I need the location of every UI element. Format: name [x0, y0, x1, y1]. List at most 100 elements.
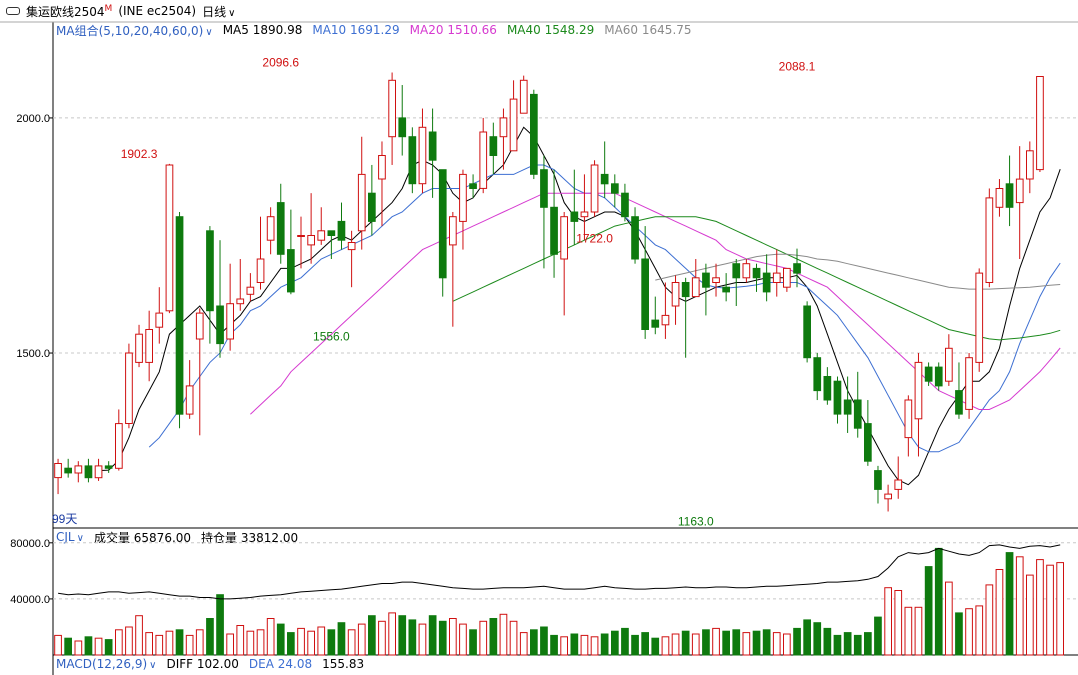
volume-bar — [965, 608, 973, 656]
candle — [843, 376, 852, 433]
volume-bar — [438, 620, 447, 656]
candle — [74, 461, 83, 483]
candle — [914, 353, 923, 457]
volume-bar — [368, 615, 376, 656]
volume-bar — [560, 636, 568, 656]
volume-bar — [540, 626, 548, 656]
open-interest-line — [58, 544, 1061, 600]
diff-legend-item: DIFF 102.00 — [166, 657, 239, 671]
candle — [661, 282, 670, 339]
candle — [874, 465, 882, 504]
candle — [985, 188, 994, 288]
candle — [418, 108, 427, 194]
candle — [853, 371, 862, 438]
volume-bar — [1005, 552, 1014, 656]
volume-bar — [64, 637, 73, 656]
volume-bar — [428, 615, 437, 656]
volume-bar — [742, 632, 751, 656]
candle — [327, 230, 336, 259]
candle — [509, 80, 518, 152]
volume-bar — [155, 634, 164, 656]
volume-bar — [236, 625, 245, 656]
volume-legend: CJL ∨ 成交量 65876.00 持仓量 33812.00 — [56, 529, 298, 545]
price-annotation: 1902.3 — [121, 147, 158, 161]
ma10-legend-item: MA10 1691.29 — [312, 23, 400, 37]
candle — [712, 263, 720, 297]
candle — [135, 324, 143, 368]
candle — [611, 174, 619, 208]
volume-bar — [449, 618, 457, 656]
candle — [590, 160, 599, 217]
ma-indicator-selector[interactable]: MA组合(5,10,20,40,60,0) ∨ — [56, 23, 213, 38]
macd-indicator-selector[interactable]: MACD(12,26,9) ∨ — [56, 657, 157, 671]
volume-bar — [681, 630, 690, 656]
candle — [772, 249, 781, 297]
candle — [246, 273, 255, 302]
volume-bar — [793, 627, 801, 656]
candle — [823, 367, 832, 405]
volume-indicator-selector[interactable]: CJL ∨ — [56, 530, 84, 544]
volume-bar — [550, 634, 558, 656]
volume-bar — [732, 629, 741, 656]
price-annotation: 1556.0 — [313, 330, 350, 344]
volume-bar — [884, 587, 892, 656]
link-icon[interactable] — [6, 6, 20, 16]
candle — [975, 268, 984, 372]
volume-bar — [995, 569, 1004, 656]
volume-legend-item: 成交量 65876.00 — [93, 530, 192, 545]
candle — [276, 183, 285, 264]
price-annotation: 1163.0 — [678, 514, 714, 528]
volume-bar — [853, 634, 862, 656]
candle — [266, 207, 275, 255]
volume-bar — [914, 606, 923, 656]
candle — [408, 127, 417, 194]
candle — [54, 458, 62, 495]
days-label: 99天 — [52, 512, 77, 526]
period-selector[interactable]: 日线 ∨ — [202, 4, 236, 19]
volume-bar — [206, 618, 214, 656]
volume-tick-label: 40000.0 — [10, 594, 50, 606]
candle — [1026, 141, 1034, 194]
volume-bar — [509, 620, 518, 656]
candle — [580, 174, 589, 241]
candle — [621, 183, 629, 222]
candle — [742, 258, 751, 283]
candle — [894, 456, 903, 499]
volume-bar — [297, 627, 305, 656]
candle — [813, 353, 822, 401]
volume-bar — [530, 629, 538, 656]
volume-bar — [74, 640, 83, 656]
candle — [398, 85, 407, 156]
volume-bar — [94, 637, 103, 656]
candle — [378, 141, 386, 227]
volume-bar — [1036, 559, 1044, 656]
volume-bar — [469, 629, 477, 656]
volume-bar — [833, 634, 842, 656]
candle — [762, 254, 771, 302]
candle — [671, 275, 680, 325]
candle — [297, 216, 305, 269]
volume-bar — [317, 626, 326, 656]
symbol-name: 集运欧线2504M — [26, 3, 113, 19]
candle — [803, 301, 811, 363]
candle — [945, 334, 953, 386]
volume-bar — [590, 636, 599, 656]
candle — [600, 141, 609, 198]
candle — [256, 216, 265, 290]
candle — [793, 248, 801, 288]
volume-bar — [671, 633, 680, 656]
volume-bar — [894, 590, 903, 656]
price-annotation: 2088.1 — [779, 60, 816, 74]
volume-bar — [256, 629, 265, 656]
volume-bar — [661, 636, 670, 656]
ma60-legend-item: MA60 1645.75 — [604, 23, 692, 37]
candle — [469, 174, 477, 198]
volume-bar — [307, 630, 315, 656]
volume-bar — [924, 566, 933, 656]
volume-bar — [631, 634, 639, 656]
candle — [732, 258, 741, 307]
volume-bar — [226, 633, 235, 656]
candle — [864, 400, 872, 466]
volume-bar — [641, 632, 649, 656]
